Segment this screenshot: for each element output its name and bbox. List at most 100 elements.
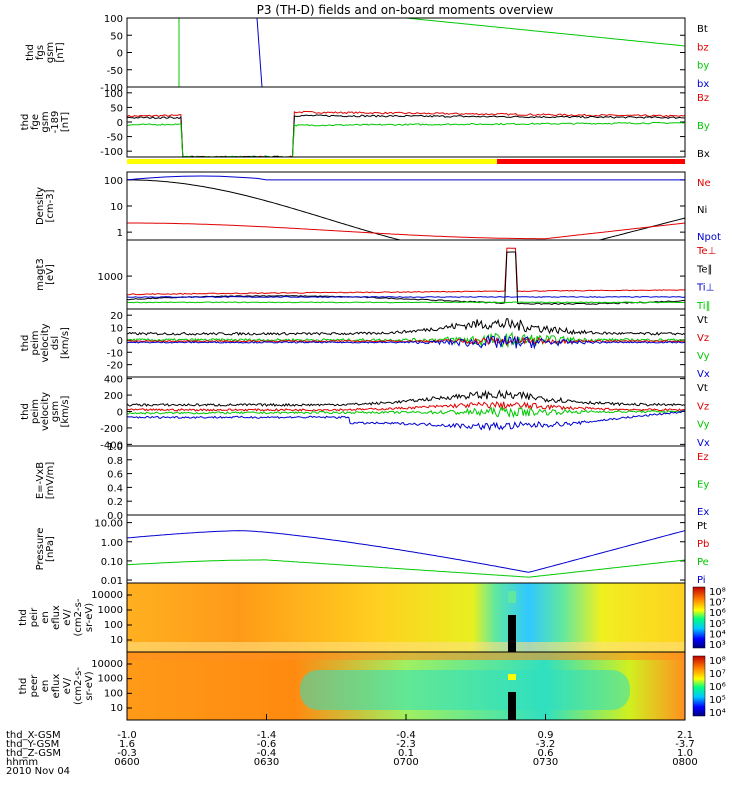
ion_spec-ylabel: (cm2-s- <box>73 598 84 636</box>
pressure-legend-Pi: Pi <box>697 575 706 586</box>
fgs-legend-by: by <box>697 61 709 72</box>
x-axis-value: 0700 <box>393 757 418 768</box>
fge-frame <box>126 86 686 158</box>
x-axis-row-label: 2010 Nov 04 <box>6 766 70 777</box>
density-tick-label: 10 <box>110 202 123 213</box>
figure-title: P3 (TH-D) fields and on-board moments ov… <box>257 3 554 17</box>
vel_gsm-tick-label: -200 <box>100 424 123 435</box>
pressure-frame <box>126 514 686 584</box>
fgs-ylabel: thd <box>25 44 36 61</box>
elec_spec-ylabel: en <box>40 680 51 693</box>
mode-bar-slow <box>127 159 497 164</box>
pressure-tick-label: 10.00 <box>94 519 123 530</box>
density-ylabel: [cm-3] <box>45 189 56 222</box>
vel_gsm-ylabel: peim <box>30 399 41 424</box>
vel_esm-legend-Vz: Vz <box>697 333 709 344</box>
fgs-tick-label: -100 <box>100 83 123 94</box>
x-axis-value: 0730 <box>533 757 558 768</box>
vel_gsm-legend-Vz: Vz <box>697 401 709 412</box>
vel_esm-tick-label: -10 <box>107 348 123 359</box>
vel_esm-tick-label: 20 <box>110 311 123 322</box>
x-axis-value: -0.4 <box>396 730 416 741</box>
density-tick-label: 1 <box>117 228 123 239</box>
vel-gsm-vy-line <box>126 406 686 419</box>
pressure-tick-label: 0.10 <box>101 557 123 568</box>
fgs-by-line <box>127 17 686 47</box>
density-ylabel: Density <box>35 187 46 225</box>
fge-tick-label: 50 <box>110 103 123 114</box>
efield-legend-Ez: Ez <box>697 452 709 463</box>
pressure-pe-line <box>126 559 686 578</box>
vel_esm-legend-Vy: Vy <box>697 351 710 362</box>
elec_spec-ylabel: thd <box>18 678 29 695</box>
temp-teperp-line <box>126 247 686 296</box>
pressure-legend-Pe: Pe <box>697 557 709 568</box>
elec_spec-tick-label: 100 <box>104 688 123 699</box>
temp-ylabel: magt3 <box>35 258 46 291</box>
temp-legend-Ti∥: Ti∥ <box>696 301 711 312</box>
mode-bar-fast <box>497 159 685 164</box>
fgs-legend-Bt: Bt <box>697 24 708 35</box>
efield-frame <box>126 445 686 516</box>
vel_gsm-tick-label: 0 <box>117 408 123 419</box>
elec-core-region <box>300 670 630 710</box>
fge-bz-line <box>126 110 686 158</box>
fge-legend-By: By <box>697 121 710 132</box>
ion_spec-tick-label: 100 <box>104 620 123 631</box>
efield-tick-label: 1.0 <box>107 442 123 453</box>
elec_spec-ylabel: peer <box>29 674 40 698</box>
ion_spec-colorbar-label: 10⁵ <box>709 619 726 630</box>
vel_gsm-tick-label: -400 <box>100 440 123 451</box>
x-axis-value: 0.6 <box>538 748 554 759</box>
elec_spec-ylabel: eflux <box>51 674 62 699</box>
vel_esm-ylabel: velocity <box>40 323 51 362</box>
temp-legend-Ti⊥: Ti⊥ <box>696 283 714 294</box>
x-axis-value: 0.9 <box>538 730 554 741</box>
elec_spec-tick-label: 1000 <box>98 674 123 685</box>
x-axis-row-label: thd_Z-GSM <box>6 748 61 759</box>
vel_gsm-ylabel: thd <box>20 403 31 420</box>
elec_spec-ylabel: sr-eV) <box>84 671 95 700</box>
elec_spec-colorbar-label: 10⁸ <box>709 656 726 667</box>
elec_spec-colorbar-label: 10⁴ <box>709 708 726 719</box>
ion_spec-ylabel: sr-eV) <box>84 603 95 632</box>
fge-ylabel: fge <box>30 114 41 130</box>
x-axis-row-label: thd_X-GSM <box>6 730 61 741</box>
fgs-ylabel: fgs <box>35 45 46 60</box>
temp-tipar-line <box>126 301 686 304</box>
x-axis-value: -0.4 <box>257 748 277 759</box>
fge-ylabel: thd <box>20 114 31 131</box>
ion_spec-ylabel: eflux <box>51 605 62 630</box>
vel_gsm-ylabel: velocity <box>40 392 51 431</box>
ion-gap-fill <box>508 591 516 603</box>
vel_esm-ylabel: dsl <box>50 336 61 350</box>
ion_spec-ylabel: eV/ <box>62 609 73 626</box>
fge-tick-label: 100 <box>104 89 123 100</box>
vel-dsl-vy-line <box>126 331 686 348</box>
x-axis-row-label: thd_Y-GSM <box>6 739 59 750</box>
pressure-legend-Pt: Pt <box>697 521 707 532</box>
ion-low-energy-band <box>127 642 685 652</box>
vel_gsm-legend-Vy: Vy <box>697 420 710 431</box>
x-axis-value: 0800 <box>672 757 697 768</box>
x-axis-value: 0630 <box>254 757 279 768</box>
x-axis-value: 0.1 <box>398 748 414 759</box>
vel-dsl-vx-line <box>126 335 686 350</box>
ion_spec-ylabel: peir <box>29 607 40 627</box>
fge-legend-Bz: Bz <box>697 93 709 104</box>
vel_gsm-legend-Vx: Vx <box>697 438 710 449</box>
fge-tick-label: -50 <box>107 133 123 144</box>
elec_spec-colorbar-label: 10⁷ <box>709 669 726 680</box>
efield-tick-label: 0.8 <box>107 456 123 467</box>
vel_gsm-tick-label: 400 <box>104 375 123 386</box>
fgs-tick-label: 0 <box>117 49 123 60</box>
ion-data-gap <box>508 615 516 652</box>
elec_spec-colorbar <box>692 655 706 717</box>
efield-tick-label: 0.4 <box>107 483 123 494</box>
temp-tiperp-line <box>126 296 686 298</box>
fgs-legend-bz: bz <box>697 42 709 53</box>
density-ne-line <box>127 222 686 240</box>
temp-tick-label: 1000 <box>98 272 123 283</box>
vel_gsm-ylabel: [km/s] <box>60 395 71 427</box>
vel_esm-ylabel: thd <box>20 335 31 352</box>
